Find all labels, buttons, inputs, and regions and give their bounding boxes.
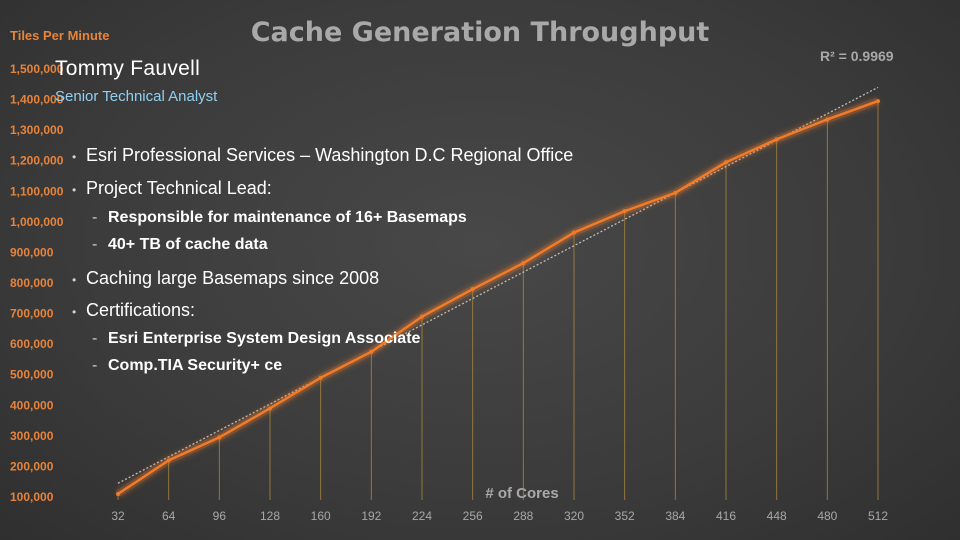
data-point <box>268 406 272 411</box>
x-axis-title: # of Cores <box>485 485 558 502</box>
trendline-path <box>117 86 879 484</box>
y-tick-label: 1,500,000 <box>10 62 64 76</box>
bullet-text: Project Technical Lead: <box>86 178 272 198</box>
dash-icon: - <box>92 330 98 347</box>
bullet-item: • Project Technical Lead: <box>72 178 272 199</box>
data-point <box>521 261 526 266</box>
x-tick-label: 256 <box>463 509 483 523</box>
x-tick-label: 128 <box>260 509 280 523</box>
sub-bullet-text: 40+ TB of cache data <box>108 236 268 253</box>
y-tick-label: 600,000 <box>10 337 54 351</box>
data-point <box>166 458 171 463</box>
data-point <box>876 99 880 104</box>
y-tick-label: 200,000 <box>10 459 54 473</box>
drop-lines <box>117 101 879 500</box>
bullet-item: • Esri Professional Services – Washington… <box>72 145 573 166</box>
y-tick-label: 300,000 <box>10 429 54 443</box>
x-tick-label: 32 <box>111 509 125 523</box>
dash-icon: - <box>92 357 98 374</box>
y-tick-label: 1,400,000 <box>10 93 64 107</box>
sub-bullet-item: - Esri Enterprise System Design Associate <box>92 330 420 348</box>
data-point <box>217 435 222 440</box>
trendline <box>117 86 879 484</box>
sub-bullet-text: Responsible for maintenance of 16+ Basem… <box>108 209 467 226</box>
data-point <box>825 117 830 122</box>
x-tick-label: 320 <box>564 509 584 523</box>
bullet-dot-icon: • <box>72 273 77 287</box>
x-tick-label: 192 <box>361 509 381 523</box>
data-point <box>673 190 678 195</box>
x-tick-label: 448 <box>767 509 787 523</box>
x-tick-label: 160 <box>311 509 331 523</box>
y-tick-label: 1,300,000 <box>10 123 64 137</box>
x-tick-label: 416 <box>716 509 736 523</box>
x-tick-label: 224 <box>412 509 432 523</box>
data-point <box>622 209 627 214</box>
bullet-item: • Certifications: <box>72 300 195 321</box>
bullet-text: Esri Professional Services – Washington … <box>86 145 574 165</box>
data-point <box>724 160 728 165</box>
series-line <box>117 99 879 495</box>
sub-bullet-item: - Comp.TIA Security+ ce <box>92 357 282 375</box>
bullet-item: • Caching large Basemaps since 2008 <box>72 268 379 289</box>
y-tick-label: 500,000 <box>10 368 54 382</box>
y-tick-label: 800,000 <box>10 276 54 290</box>
x-tick-label: 512 <box>868 509 888 523</box>
y-tick-label: 400,000 <box>10 398 54 412</box>
y-tick-label: 1,100,000 <box>10 184 64 198</box>
dash-icon: - <box>92 209 98 226</box>
data-point <box>774 137 779 142</box>
sub-bullet-text: Comp.TIA Security+ ce <box>108 357 283 374</box>
data-point <box>470 287 475 292</box>
data-point <box>572 230 576 235</box>
chart-title: Cache Generation Throughput <box>251 17 710 48</box>
y-tick-label: 1,200,000 <box>10 154 64 168</box>
y-tick-label: 100,000 <box>10 490 54 504</box>
bullet-text: Certifications: <box>86 300 196 320</box>
data-point <box>318 375 323 380</box>
x-tick-label: 288 <box>513 509 533 523</box>
data-point <box>420 314 424 319</box>
sub-bullet-item: -40+ TB of cache data <box>92 236 268 254</box>
bullet-dot-icon: • <box>72 305 77 319</box>
y-axis-title: Tiles Per Minute <box>10 28 109 43</box>
x-tick-label: 96 <box>213 509 227 523</box>
data-point <box>369 349 374 354</box>
sub-bullet-text: Esri Enterprise System Design Associate <box>108 330 421 347</box>
bullet-text: Caching large Basemaps since 2008 <box>86 268 380 288</box>
r-squared-annotation: R² = 0.9969 <box>820 48 894 64</box>
sub-bullet-item: - Responsible for maintenance of 16+ Base… <box>92 209 467 227</box>
y-axis-ticks: 100,000 200,000 300,000 400,000 500,000 600,0… <box>10 62 64 504</box>
y-tick-label: 1,000,000 <box>10 215 64 229</box>
data-point <box>116 491 120 496</box>
presenter-role: Senior Technical Analyst <box>55 88 218 105</box>
x-tick-label: 480 <box>817 509 837 523</box>
y-tick-label: 900,000 <box>10 245 54 259</box>
x-tick-label: 352 <box>615 509 635 523</box>
dash-icon: - <box>92 236 98 253</box>
bullet-dot-icon: • <box>72 183 77 197</box>
series-group <box>116 97 880 497</box>
bullet-dot-icon: • <box>72 150 77 164</box>
x-tick-label: 64 <box>162 509 176 523</box>
presenter-name: Tommy Fauvell <box>55 57 201 80</box>
x-tick-label: 384 <box>665 509 685 523</box>
x-axis-ticks: 32 64 96 128 160 192 224 256 288 320 352 384 416 448 4… <box>111 509 888 523</box>
y-tick-label: 700,000 <box>10 307 54 321</box>
